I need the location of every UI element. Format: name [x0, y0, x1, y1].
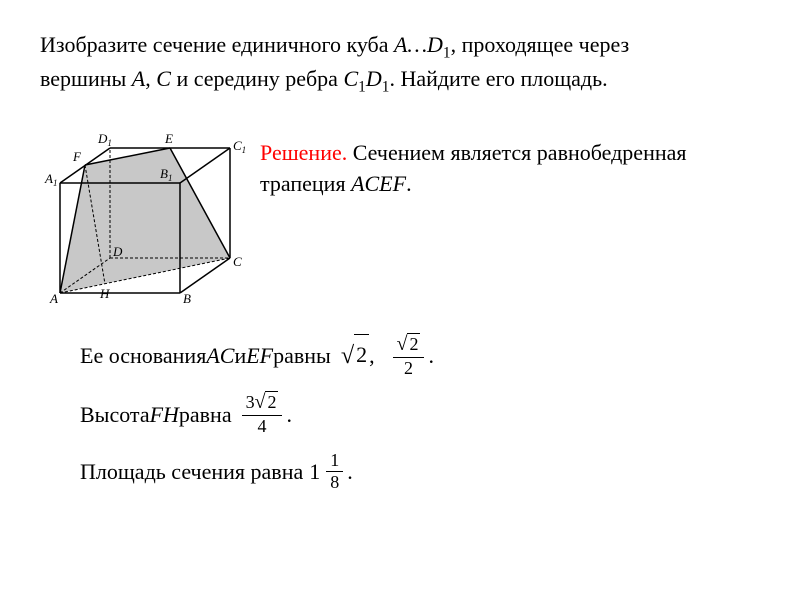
- label-e: E: [164, 131, 173, 146]
- solution-label: Решение.: [260, 140, 347, 165]
- edge-b1c1: [180, 148, 230, 183]
- sqrt2-value: √2: [341, 334, 369, 378]
- ac-label: AC: [206, 336, 234, 376]
- edge-d1: D: [366, 66, 382, 91]
- label-c: C: [233, 254, 242, 269]
- sqrt2-over-2: √2 2: [393, 333, 425, 379]
- problem-text-1: Изобразите сечение единичного куба: [40, 32, 394, 57]
- height-line: Высота FH равна 3√2 4 .: [80, 391, 760, 437]
- height-fraction: 3√2 4: [242, 391, 283, 437]
- bases-line: Ее основания AC и EF равны √2, √2 2 .: [80, 333, 760, 379]
- ef-label: EF: [246, 336, 273, 376]
- solution-line1: Сечением является равнобедренная: [347, 140, 686, 165]
- problem-text-3: вершины: [40, 66, 132, 91]
- label-d1: D1: [97, 131, 112, 148]
- solution-text: Решение. Сечением является равнобедренна…: [260, 128, 687, 200]
- fh-label: FH: [150, 395, 179, 435]
- cube-sub: 1: [443, 44, 451, 61]
- problem-statement: Изобразите сечение единичного куба A…D1,…: [40, 30, 760, 98]
- problem-text-5: . Найдите его площадь.: [389, 66, 607, 91]
- vertex-a: A: [132, 66, 145, 91]
- label-c1: C1: [233, 138, 246, 155]
- label-a1: A1: [44, 171, 57, 188]
- label-a: A: [49, 291, 58, 306]
- math-section: Ее основания AC и EF равны √2, √2 2 . Вы…: [40, 333, 760, 494]
- label-f: F: [72, 149, 82, 164]
- problem-text-2: , проходящее через: [451, 32, 630, 57]
- label-d: D: [112, 244, 123, 259]
- label-h: H: [99, 286, 110, 301]
- trapezoid-name: ACEF: [351, 171, 406, 196]
- cube-diagram: A B C D A1 B1 C1 D1 E F H: [40, 128, 260, 313]
- cube-label: A…D: [394, 32, 443, 57]
- edge-c1: C: [343, 66, 358, 91]
- problem-text-4: и середину ребра: [171, 66, 344, 91]
- vertex-c: C: [156, 66, 171, 91]
- content-row: A B C D A1 B1 C1 D1 E F H Решение. Сечен…: [40, 128, 760, 313]
- area-value: 1 1 8: [309, 450, 347, 494]
- solution-line2: трапеция: [260, 171, 351, 196]
- section-fill: [60, 148, 230, 293]
- label-b: B: [183, 291, 191, 306]
- area-line: Площадь сечения равна 1 1 8 .: [80, 450, 760, 494]
